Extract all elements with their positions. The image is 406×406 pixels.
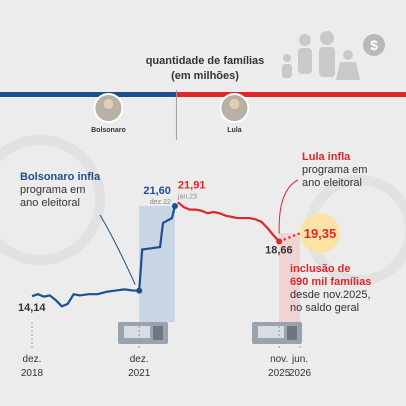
family-icon: $: [282, 31, 385, 80]
chart-subtitle: (em milhões): [171, 70, 239, 82]
x-tick-label: nov.: [270, 354, 288, 365]
portrait-face: [103, 99, 114, 109]
annotation-text: ano eleitoral: [20, 197, 80, 209]
x-tick-label: 2025: [268, 368, 291, 379]
section-label: Bolsonaro: [91, 127, 126, 134]
line: [177, 201, 280, 243]
value-label: 19,35: [304, 226, 337, 241]
section-bar: [176, 92, 406, 97]
annotation-text: no saldo geral: [290, 302, 359, 314]
x-tick-label: 2021: [128, 368, 151, 379]
svg-text:$: $: [370, 37, 378, 53]
x-tick-label: 2026: [289, 368, 312, 379]
point-note: jan.23: [177, 193, 197, 200]
annotation-title: inclusão de: [290, 263, 351, 275]
annotation-text: desde nov.2025,: [290, 289, 371, 301]
arrow: [278, 179, 299, 234]
chart-title: quantidade de famílias: [146, 55, 265, 67]
annotation-text: ano eleitoral: [302, 177, 362, 189]
ballot-boxes: [118, 322, 302, 344]
annotation-title: Bolsonaro infla: [20, 171, 101, 183]
point: [136, 287, 143, 294]
value-label: 18,66: [265, 245, 293, 257]
election-band: [279, 233, 300, 322]
portrait-face: [229, 99, 240, 109]
point-note: dez.22: [150, 199, 171, 206]
annotation-title: 690 mil famílias: [290, 276, 371, 288]
x-tick-label: jun.: [291, 354, 308, 365]
point: [276, 238, 283, 245]
x-tick-label: dez.: [23, 354, 42, 365]
arrow: [99, 214, 136, 285]
line: [278, 232, 301, 243]
point: [171, 203, 178, 209]
highlight-circle: [300, 213, 340, 254]
value-label: 21,91: [178, 179, 206, 191]
value-label: 14,14: [18, 302, 46, 314]
x-tick-label: 2018: [21, 368, 44, 379]
section-bar: [0, 92, 177, 97]
annotation-title: Lula infla: [302, 151, 351, 163]
line: [31, 205, 177, 308]
annotation-text: programa em: [302, 164, 367, 176]
section-label: Lula: [227, 127, 241, 134]
election-band: [139, 206, 175, 322]
annotation-text: programa em: [20, 184, 85, 196]
value-label: 21,60: [143, 185, 171, 197]
x-tick-label: dez.: [130, 354, 149, 365]
